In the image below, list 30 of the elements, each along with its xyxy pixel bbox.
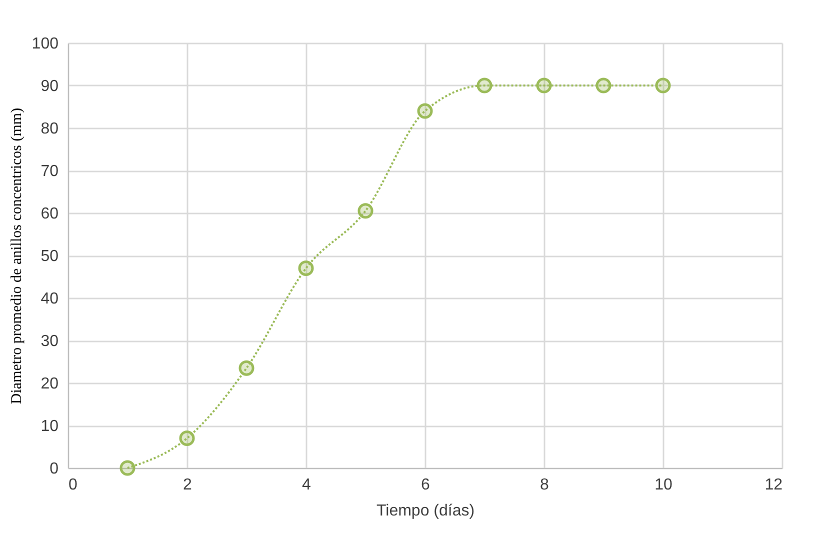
point [120, 460, 136, 476]
point [298, 260, 314, 276]
y-tick-label: 70 [40, 163, 59, 180]
point [179, 430, 195, 446]
x-tick-label: 2 [183, 476, 192, 494]
y-tick-label: 20 [40, 376, 59, 392]
x-tick-label: 4 [302, 476, 312, 494]
y-tick-label: 0 [50, 460, 59, 478]
point [655, 78, 671, 94]
y-tick-label: 80 [40, 120, 59, 138]
point [358, 203, 374, 219]
x-tick-label: 12 [764, 476, 783, 494]
x-axis-title: Tiempo (días) [376, 502, 475, 520]
point [238, 360, 254, 376]
x-tick-label: 6 [421, 476, 430, 494]
y-tick-label: 100 [32, 36, 59, 52]
y-tick-label: 90 [40, 78, 59, 95]
x-tick-label: 8 [540, 476, 550, 494]
y-axis-title: Diametro promedio de anillos concentricos (mm) [8, 108, 25, 404]
x-tick-label: 10 [654, 476, 672, 494]
point [417, 103, 433, 119]
point [476, 78, 492, 94]
y-tick-label: 10 [40, 418, 59, 435]
x-tick-label: 0 [68, 476, 78, 494]
y-tick-label: 30 [40, 333, 59, 350]
y-tick-label: 50 [40, 248, 59, 265]
y-tick-label: 40 [40, 290, 59, 308]
point [536, 78, 552, 94]
point [596, 78, 612, 94]
y-tick-label: 60 [40, 206, 59, 222]
